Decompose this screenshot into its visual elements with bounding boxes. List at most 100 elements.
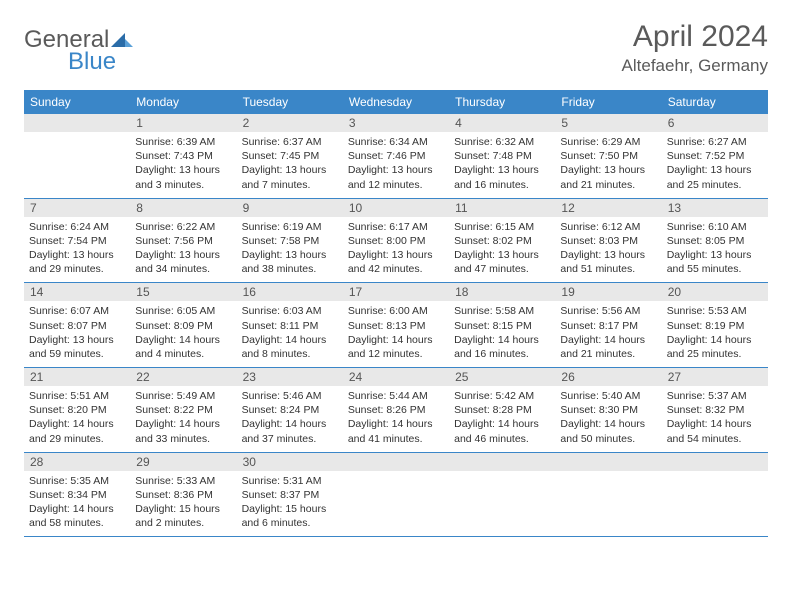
sunrise-text: Sunrise: 5:58 AM [454,304,550,318]
calendar-header-row: SundayMondayTuesdayWednesdayThursdayFrid… [24,90,768,114]
calendar-day-cell: 25Sunrise: 5:42 AMSunset: 8:28 PMDayligh… [449,368,555,452]
sunrise-text: Sunrise: 5:33 AM [135,474,231,488]
day-content: Sunrise: 6:24 AMSunset: 7:54 PMDaylight:… [24,217,130,283]
calendar-week-row: 7Sunrise: 6:24 AMSunset: 7:54 PMDaylight… [24,199,768,284]
day-content: Sunrise: 6:05 AMSunset: 8:09 PMDaylight:… [130,301,236,367]
day-number: 12 [555,199,661,217]
day-number: 28 [24,453,130,471]
sunset-text: Sunset: 7:46 PM [348,149,444,163]
sunrise-text: Sunrise: 5:51 AM [29,389,125,403]
daylight-text: Daylight: 14 hours and 58 minutes. [29,502,125,530]
day-content: Sunrise: 5:58 AMSunset: 8:15 PMDaylight:… [449,301,555,367]
day-number: 4 [449,114,555,132]
calendar-day-cell: 26Sunrise: 5:40 AMSunset: 8:30 PMDayligh… [555,368,661,452]
daylight-text: Daylight: 14 hours and 41 minutes. [348,417,444,445]
calendar-day-cell: 19Sunrise: 5:56 AMSunset: 8:17 PMDayligh… [555,283,661,367]
day-content: Sunrise: 6:15 AMSunset: 8:02 PMDaylight:… [449,217,555,283]
sunrise-text: Sunrise: 5:37 AM [667,389,763,403]
day-number: 13 [662,199,768,217]
sunrise-text: Sunrise: 5:53 AM [667,304,763,318]
day-number: 3 [343,114,449,132]
sunrise-text: Sunrise: 5:44 AM [348,389,444,403]
sunrise-text: Sunrise: 6:17 AM [348,220,444,234]
day-number: 20 [662,283,768,301]
sunset-text: Sunset: 8:11 PM [242,319,338,333]
day-content: Sunrise: 6:19 AMSunset: 7:58 PMDaylight:… [237,217,343,283]
day-content: Sunrise: 6:03 AMSunset: 8:11 PMDaylight:… [237,301,343,367]
day-number: 29 [130,453,236,471]
sunrise-text: Sunrise: 5:46 AM [242,389,338,403]
day-number: 18 [449,283,555,301]
weekday-header: Thursday [449,90,555,114]
daylight-text: Daylight: 13 hours and 21 minutes. [560,163,656,191]
day-number: 24 [343,368,449,386]
day-number: 21 [24,368,130,386]
daylight-text: Daylight: 13 hours and 55 minutes. [667,248,763,276]
daylight-text: Daylight: 13 hours and 51 minutes. [560,248,656,276]
logo-text-blue: Blue [68,48,133,76]
day-content: Sunrise: 6:37 AMSunset: 7:45 PMDaylight:… [237,132,343,198]
day-content: Sunrise: 6:17 AMSunset: 8:00 PMDaylight:… [343,217,449,283]
day-content: Sunrise: 6:27 AMSunset: 7:52 PMDaylight:… [662,132,768,198]
calendar-week-row: 1Sunrise: 6:39 AMSunset: 7:43 PMDaylight… [24,114,768,199]
empty-day [449,453,555,471]
calendar-day-cell: 2Sunrise: 6:37 AMSunset: 7:45 PMDaylight… [237,114,343,198]
sunset-text: Sunset: 8:03 PM [560,234,656,248]
sunrise-text: Sunrise: 6:39 AM [135,135,231,149]
month-title: April 2024 [622,20,768,54]
sunset-text: Sunset: 8:09 PM [135,319,231,333]
empty-day [662,453,768,471]
day-number: 1 [130,114,236,132]
daylight-text: Daylight: 13 hours and 12 minutes. [348,163,444,191]
calendar-day-cell: 17Sunrise: 6:00 AMSunset: 8:13 PMDayligh… [343,283,449,367]
calendar-day-cell: 4Sunrise: 6:32 AMSunset: 7:48 PMDaylight… [449,114,555,198]
calendar-day-cell: 22Sunrise: 5:49 AMSunset: 8:22 PMDayligh… [130,368,236,452]
empty-day [555,453,661,471]
weekday-header: Sunday [24,90,130,114]
day-content: Sunrise: 5:51 AMSunset: 8:20 PMDaylight:… [24,386,130,452]
day-content: Sunrise: 6:39 AMSunset: 7:43 PMDaylight:… [130,132,236,198]
daylight-text: Daylight: 13 hours and 34 minutes. [135,248,231,276]
daylight-text: Daylight: 14 hours and 21 minutes. [560,333,656,361]
calendar-day-cell: 21Sunrise: 5:51 AMSunset: 8:20 PMDayligh… [24,368,130,452]
sunset-text: Sunset: 8:00 PM [348,234,444,248]
day-content: Sunrise: 5:33 AMSunset: 8:36 PMDaylight:… [130,471,236,537]
sunset-text: Sunset: 7:45 PM [242,149,338,163]
calendar-day-cell [662,453,768,537]
sunrise-text: Sunrise: 6:19 AM [242,220,338,234]
day-content: Sunrise: 5:49 AMSunset: 8:22 PMDaylight:… [130,386,236,452]
calendar-day-cell: 5Sunrise: 6:29 AMSunset: 7:50 PMDaylight… [555,114,661,198]
sunset-text: Sunset: 7:52 PM [667,149,763,163]
location: Altefaehr, Germany [622,56,768,76]
empty-day [24,114,130,132]
daylight-text: Daylight: 13 hours and 42 minutes. [348,248,444,276]
sunset-text: Sunset: 8:02 PM [454,234,550,248]
calendar-day-cell: 27Sunrise: 5:37 AMSunset: 8:32 PMDayligh… [662,368,768,452]
calendar-day-cell: 15Sunrise: 6:05 AMSunset: 8:09 PMDayligh… [130,283,236,367]
sunset-text: Sunset: 8:30 PM [560,403,656,417]
logo: General Blue [24,20,133,76]
daylight-text: Daylight: 15 hours and 2 minutes. [135,502,231,530]
day-number: 30 [237,453,343,471]
sunset-text: Sunset: 8:36 PM [135,488,231,502]
calendar-day-cell [449,453,555,537]
calendar-day-cell [555,453,661,537]
calendar-day-cell: 6Sunrise: 6:27 AMSunset: 7:52 PMDaylight… [662,114,768,198]
calendar-week-row: 28Sunrise: 5:35 AMSunset: 8:34 PMDayligh… [24,453,768,538]
daylight-text: Daylight: 13 hours and 16 minutes. [454,163,550,191]
day-number: 23 [237,368,343,386]
sunset-text: Sunset: 8:37 PM [242,488,338,502]
daylight-text: Daylight: 14 hours and 33 minutes. [135,417,231,445]
sunset-text: Sunset: 7:54 PM [29,234,125,248]
day-number: 8 [130,199,236,217]
day-content: Sunrise: 5:31 AMSunset: 8:37 PMDaylight:… [237,471,343,537]
daylight-text: Daylight: 13 hours and 3 minutes. [135,163,231,191]
daylight-text: Daylight: 13 hours and 38 minutes. [242,248,338,276]
sunset-text: Sunset: 8:13 PM [348,319,444,333]
daylight-text: Daylight: 14 hours and 25 minutes. [667,333,763,361]
day-number: 27 [662,368,768,386]
sunrise-text: Sunrise: 5:56 AM [560,304,656,318]
daylight-text: Daylight: 14 hours and 54 minutes. [667,417,763,445]
sunrise-text: Sunrise: 6:29 AM [560,135,656,149]
sunrise-text: Sunrise: 6:10 AM [667,220,763,234]
